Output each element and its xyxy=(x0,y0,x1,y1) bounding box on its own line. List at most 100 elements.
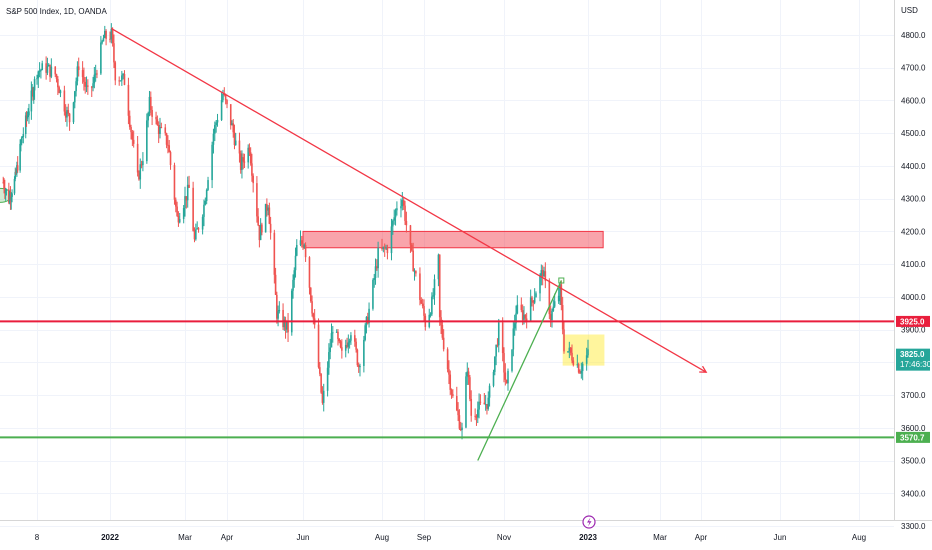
candle[interactable] xyxy=(122,72,124,80)
candle[interactable] xyxy=(335,329,338,333)
candle[interactable] xyxy=(376,259,378,271)
candle[interactable] xyxy=(466,362,469,385)
candle[interactable] xyxy=(311,295,313,317)
candle[interactable] xyxy=(446,347,449,373)
candle[interactable] xyxy=(159,117,161,139)
candle[interactable] xyxy=(420,297,423,305)
candle[interactable] xyxy=(396,201,398,216)
candle[interactable] xyxy=(21,136,24,138)
candle[interactable] xyxy=(278,301,281,314)
candle[interactable] xyxy=(563,320,565,354)
candle[interactable] xyxy=(400,198,402,218)
candle[interactable] xyxy=(220,91,223,122)
candle[interactable] xyxy=(109,31,111,43)
candle[interactable] xyxy=(211,141,213,189)
candle[interactable] xyxy=(543,266,545,277)
candle[interactable] xyxy=(350,332,352,345)
candle[interactable] xyxy=(432,288,434,300)
candle[interactable] xyxy=(256,176,258,223)
candle[interactable] xyxy=(383,243,386,257)
candle[interactable] xyxy=(331,326,334,343)
candle[interactable] xyxy=(212,128,215,154)
candle[interactable] xyxy=(186,176,189,208)
candle[interactable] xyxy=(511,349,513,373)
lightning-icon[interactable] xyxy=(582,515,596,529)
candle[interactable] xyxy=(9,186,12,210)
candle[interactable] xyxy=(580,362,583,379)
candle[interactable] xyxy=(513,314,516,336)
candle[interactable] xyxy=(167,135,169,154)
candle[interactable] xyxy=(185,196,188,209)
candle[interactable] xyxy=(178,212,181,224)
candle[interactable] xyxy=(284,316,287,339)
candle[interactable] xyxy=(75,77,77,97)
candle[interactable] xyxy=(269,216,272,240)
candle[interactable] xyxy=(224,93,227,105)
candle[interactable] xyxy=(293,267,296,288)
candle[interactable] xyxy=(326,361,329,397)
candle[interactable] xyxy=(496,338,499,348)
candle[interactable] xyxy=(276,291,278,324)
candle[interactable] xyxy=(338,338,341,344)
candle[interactable] xyxy=(452,389,454,398)
candle[interactable] xyxy=(100,36,102,76)
candle[interactable] xyxy=(532,300,535,311)
candle[interactable] xyxy=(239,150,242,174)
candle[interactable] xyxy=(233,124,236,150)
candle[interactable] xyxy=(267,205,269,216)
candle[interactable] xyxy=(273,229,276,284)
candle[interactable] xyxy=(495,344,497,366)
candle[interactable] xyxy=(47,63,50,67)
candle[interactable] xyxy=(559,282,561,305)
candle[interactable] xyxy=(302,240,304,250)
candle[interactable] xyxy=(147,111,149,128)
candle[interactable] xyxy=(58,85,60,94)
candle[interactable] xyxy=(30,81,33,120)
candle[interactable] xyxy=(247,144,249,169)
candle[interactable] xyxy=(568,341,571,359)
candle[interactable] xyxy=(113,34,115,68)
candle[interactable] xyxy=(487,391,490,411)
candle[interactable] xyxy=(16,156,19,173)
candle[interactable] xyxy=(560,280,563,311)
candle[interactable] xyxy=(474,408,476,421)
resistance-zone[interactable] xyxy=(302,230,604,249)
candle[interactable] xyxy=(321,386,324,405)
candle[interactable] xyxy=(429,312,432,318)
candle[interactable] xyxy=(148,90,151,117)
candle[interactable] xyxy=(529,289,532,322)
candle[interactable] xyxy=(83,67,85,91)
candle[interactable] xyxy=(322,383,325,412)
candle[interactable] xyxy=(457,402,459,422)
candle[interactable] xyxy=(579,369,581,375)
candle[interactable] xyxy=(437,253,440,287)
candle[interactable] xyxy=(251,153,253,182)
candle[interactable] xyxy=(392,219,394,235)
candle[interactable] xyxy=(131,129,134,147)
candle[interactable] xyxy=(90,85,93,97)
candle[interactable] xyxy=(587,339,589,358)
candle[interactable] xyxy=(431,292,433,317)
candle[interactable] xyxy=(63,85,66,116)
candle[interactable] xyxy=(184,186,186,217)
candle[interactable] xyxy=(4,187,7,201)
candle[interactable] xyxy=(268,202,271,225)
candle[interactable] xyxy=(497,318,500,353)
candle[interactable] xyxy=(364,323,366,342)
candle[interactable] xyxy=(182,205,185,224)
candle[interactable] xyxy=(216,113,219,127)
candle[interactable] xyxy=(136,135,139,177)
candle[interactable] xyxy=(541,265,544,286)
candle[interactable] xyxy=(173,162,176,205)
candle[interactable] xyxy=(207,176,209,191)
candle[interactable] xyxy=(459,421,462,432)
candle[interactable] xyxy=(359,363,361,377)
candle[interactable] xyxy=(111,27,114,47)
candle[interactable] xyxy=(572,357,575,367)
candle[interactable] xyxy=(36,74,38,85)
candle[interactable] xyxy=(467,367,470,385)
candle[interactable] xyxy=(551,308,553,328)
candle[interactable] xyxy=(357,362,360,373)
candle[interactable] xyxy=(419,267,421,306)
candle[interactable] xyxy=(317,318,320,369)
